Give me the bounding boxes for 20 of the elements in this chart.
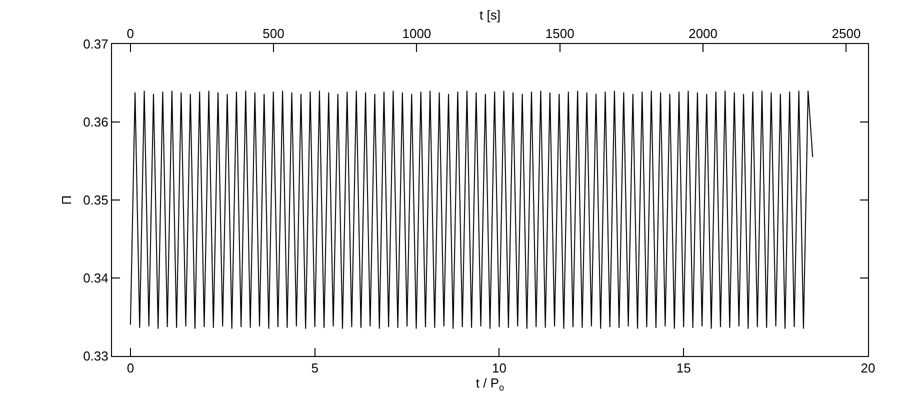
y-tick-label: 0.34 [83,270,108,286]
x2-tick-label: 1500 [545,26,574,41]
x2-axis-title: t [s] [480,8,500,23]
y-tick-label: 0.37 [83,36,108,52]
x-axis-title: t / P$_{o}$ [476,376,504,392]
x2-tick-label: 0 [126,26,134,41]
x-tick-label: 5 [311,360,318,376]
y-tick-label: 0.33 [83,348,108,364]
x2-tick-label: 2000 [688,26,718,41]
x2-tick-label: 500 [262,26,284,41]
x2-tick-label: 2500 [832,26,861,41]
y-tick-label: 0.36 [83,114,108,130]
x-tick-label: 20 [860,360,876,376]
line-series [130,90,814,330]
y-tick-label: 0.35 [83,192,108,208]
x2-tick-label: 1000 [402,26,432,41]
x-tick-label: 15 [676,360,691,376]
x-tick-label: 10 [492,360,506,376]
y-axis-title: Π [59,195,74,205]
x-tick-label: 0 [126,360,134,376]
